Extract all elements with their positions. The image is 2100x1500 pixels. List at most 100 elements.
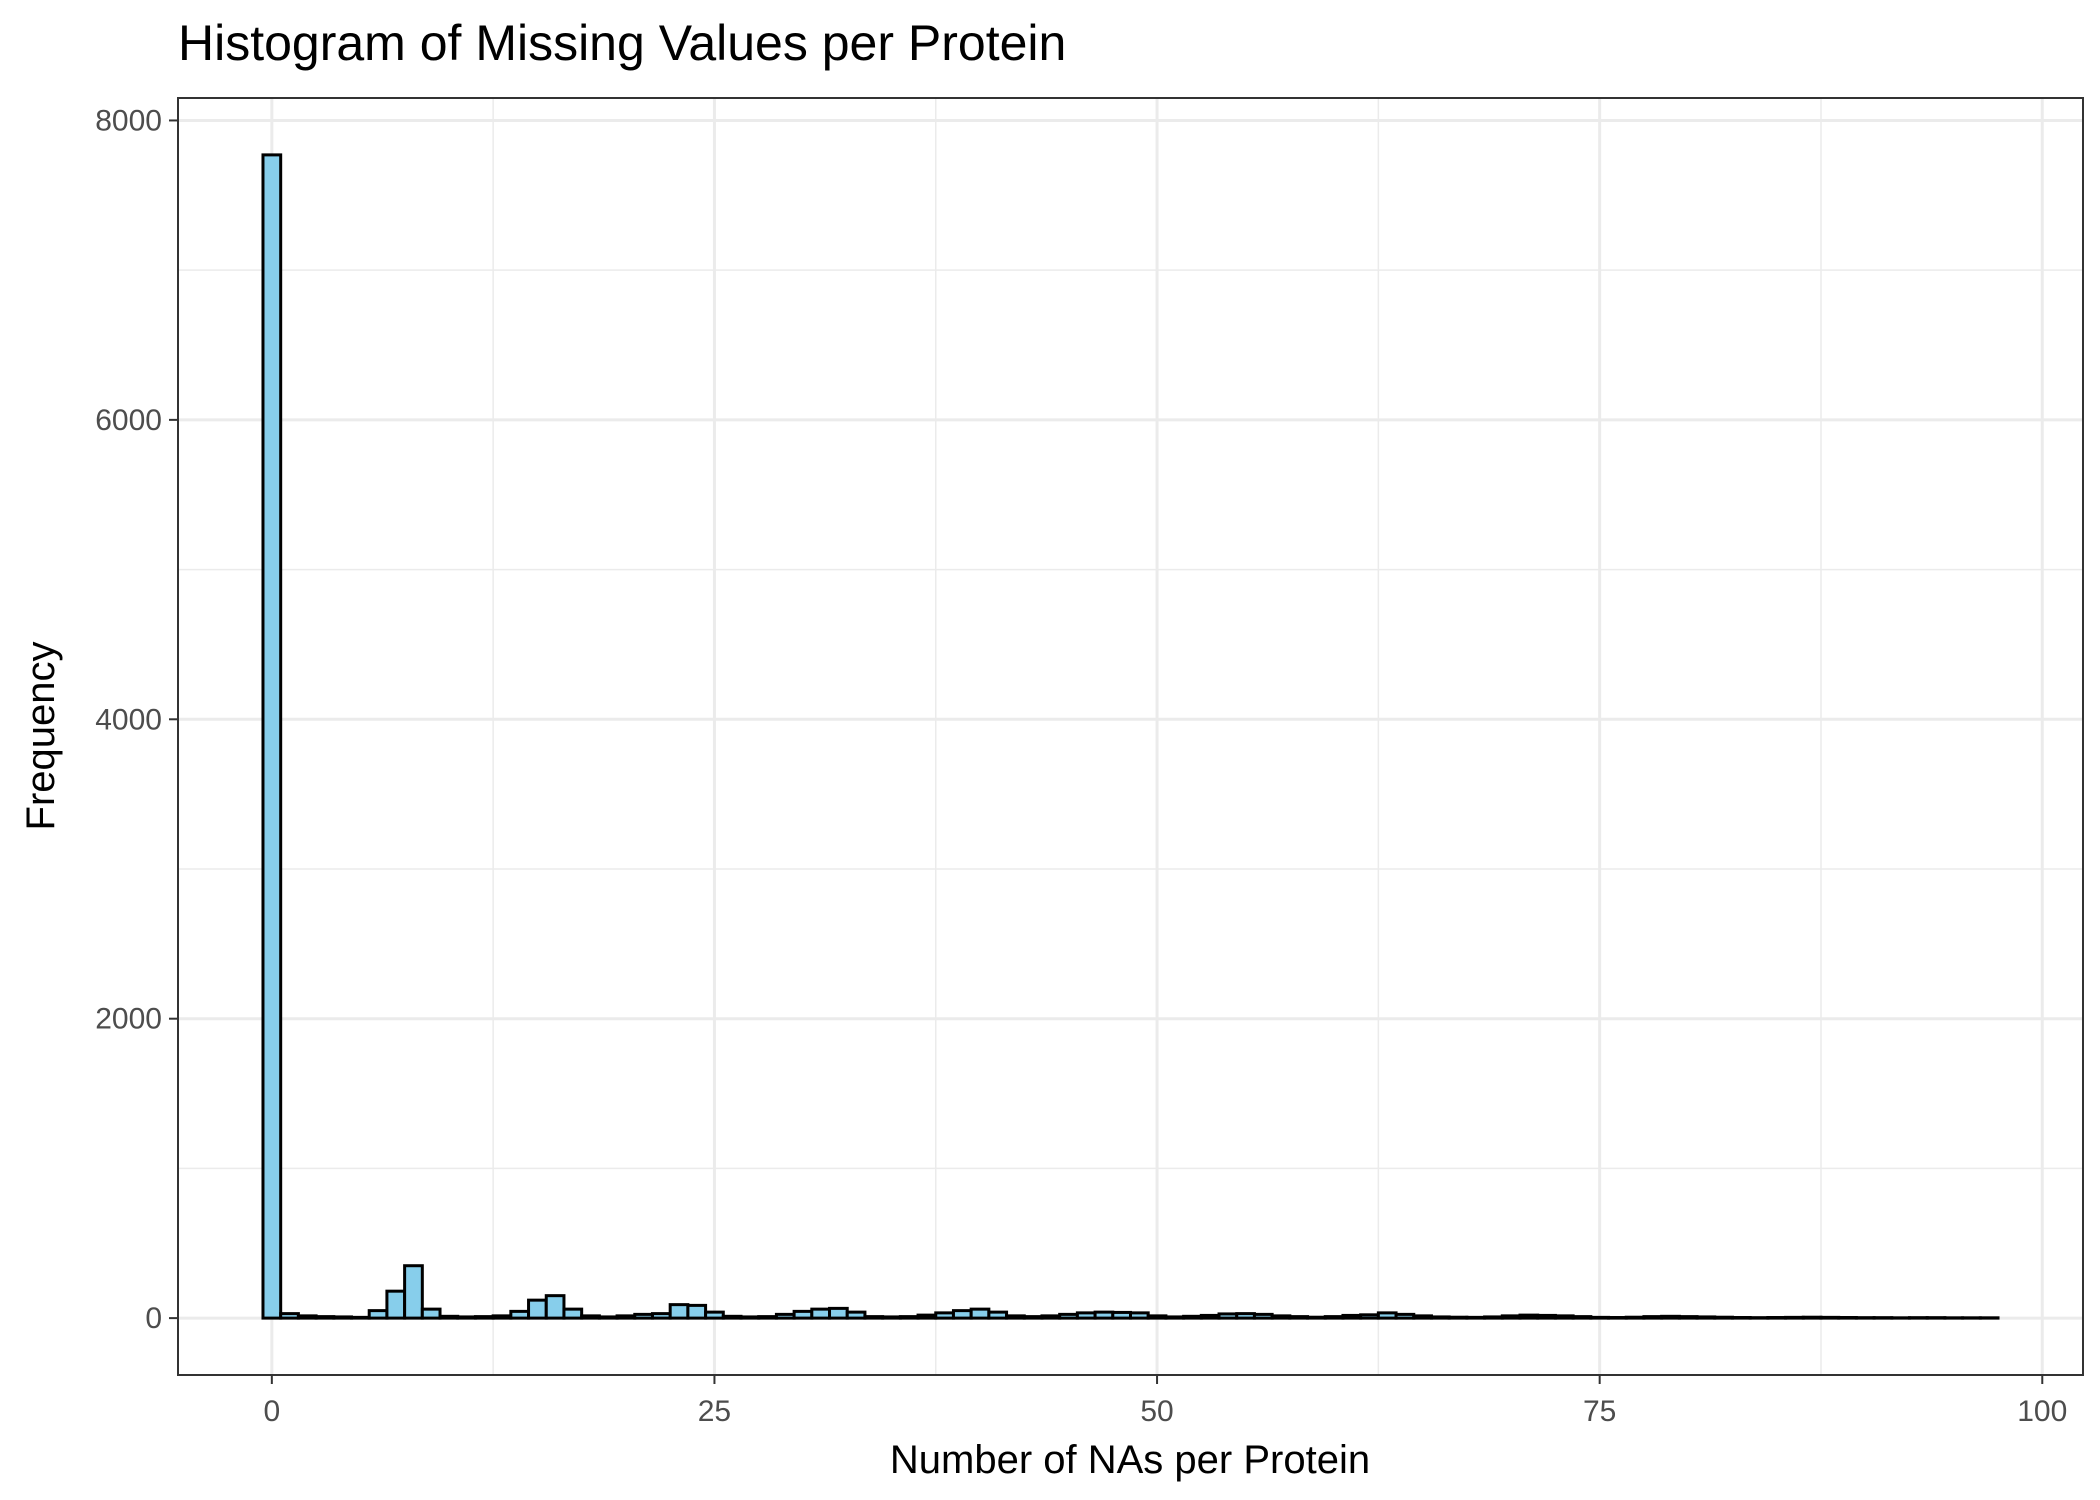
histogram-bar [314, 1315, 336, 1320]
histogram-bar [491, 1314, 513, 1320]
histogram-bar [385, 1289, 407, 1320]
histogram-bar [1801, 1315, 1823, 1320]
histogram-bar [1730, 1316, 1752, 1320]
histogram-bar [721, 1314, 743, 1320]
histogram-bar [739, 1315, 761, 1320]
histogram-bar [1784, 1315, 1805, 1320]
histogram-bar [828, 1306, 849, 1320]
histogram-bar [1677, 1315, 1699, 1320]
histogram-bar [1607, 1316, 1628, 1320]
plot-panel [178, 98, 2083, 1375]
histogram-bar [1058, 1312, 1079, 1320]
histogram-bar [704, 1310, 725, 1320]
histogram-bar [350, 1315, 371, 1320]
histogram-bar [456, 1315, 477, 1320]
histogram-bar [1182, 1314, 1203, 1320]
histogram-bar [562, 1307, 584, 1320]
histogram-bar [650, 1312, 672, 1320]
histogram-bar [509, 1309, 531, 1320]
histogram-bar [1217, 1312, 1239, 1320]
histogram-bar [367, 1309, 389, 1320]
histogram-bar [1075, 1311, 1097, 1320]
histogram-bar [774, 1312, 796, 1320]
x-axis-title: Number of NAs per Protein [890, 1438, 1370, 1482]
histogram-bar [473, 1315, 495, 1320]
histogram-bar [969, 1307, 991, 1320]
y-tick-label: 6000 [95, 404, 162, 437]
histogram-bar [1713, 1315, 1734, 1320]
histogram-bar [1093, 1310, 1115, 1320]
histogram-bar [1571, 1315, 1593, 1320]
y-axis-title: Frequency [19, 642, 63, 831]
x-tick-label: 0 [263, 1395, 280, 1428]
histogram-bar [792, 1309, 814, 1320]
histogram-bar [1483, 1315, 1504, 1320]
histogram-bar [1553, 1314, 1575, 1320]
histogram-bar [615, 1314, 637, 1320]
histogram-bar [1252, 1312, 1274, 1320]
histogram-bar [881, 1315, 902, 1320]
y-tick-label: 0 [145, 1302, 162, 1335]
histogram-bar [1465, 1315, 1487, 1320]
histogram-bar [1040, 1314, 1062, 1320]
histogram-bar [420, 1307, 442, 1320]
histogram-bar [845, 1310, 867, 1320]
histogram-bar [1695, 1315, 1717, 1320]
histogram-bar [1447, 1315, 1469, 1320]
histogram-bar [1518, 1313, 1540, 1320]
histogram-bars [261, 153, 2000, 1320]
x-axis: 0 25 50 75 100 [263, 1375, 2067, 1428]
histogram-bar [1164, 1315, 1186, 1320]
histogram-bar [633, 1312, 654, 1320]
minor-gridlines [178, 98, 2083, 1375]
histogram-bar [1111, 1310, 1132, 1320]
histogram-bar [544, 1294, 566, 1320]
histogram-bar [1323, 1315, 1345, 1320]
histogram-bar [1022, 1315, 1044, 1320]
histogram-bar [1837, 1316, 1858, 1320]
histogram-bar [934, 1311, 955, 1320]
histogram-bar [580, 1314, 601, 1320]
histogram-bar [1288, 1315, 1310, 1320]
x-tick-label: 100 [2017, 1395, 2067, 1428]
histogram-bar [1376, 1311, 1398, 1320]
histogram-bar [332, 1315, 354, 1320]
histogram-bar [1341, 1313, 1363, 1320]
histogram-bar [1270, 1314, 1292, 1320]
plot-panel-border [177, 97, 2084, 1376]
histogram-bar [1199, 1313, 1221, 1320]
histogram-bar [951, 1309, 973, 1320]
histogram-bar [597, 1315, 619, 1320]
histogram-bar [1660, 1314, 1681, 1320]
histogram-bar [757, 1315, 778, 1320]
histogram-bar [1589, 1315, 1611, 1320]
histogram-bar [1642, 1315, 1664, 1320]
histogram-bar [438, 1314, 460, 1320]
histogram-bar [668, 1303, 690, 1320]
y-tick-label: 8000 [95, 104, 162, 137]
histogram-bar [261, 153, 283, 1320]
histogram-bar [1536, 1313, 1557, 1320]
histogram-bar [296, 1314, 318, 1320]
histogram-bar [1819, 1315, 1841, 1320]
y-tick-label: 4000 [95, 703, 162, 736]
histogram-bar [403, 1264, 424, 1320]
histogram-bar [810, 1307, 832, 1320]
histogram-bar [1394, 1312, 1416, 1320]
histogram-bar [1624, 1315, 1646, 1320]
histogram-bar [1429, 1315, 1451, 1320]
histogram-bar [279, 1312, 300, 1320]
histogram-bar [916, 1313, 938, 1320]
histogram-bar [527, 1298, 548, 1320]
histogram-bar [1766, 1316, 1788, 1320]
histogram-bar [1235, 1312, 1256, 1320]
histogram-bar [987, 1310, 1009, 1320]
x-tick-label: 75 [1583, 1395, 1616, 1428]
histogram-bar [1412, 1314, 1433, 1320]
histogram-bar [1500, 1314, 1522, 1320]
chart-title: Histogram of Missing Values per Protein [178, 15, 1066, 71]
histogram-bar [1359, 1313, 1380, 1320]
histogram-bar [1306, 1315, 1327, 1320]
y-axis: 0 2000 4000 6000 8000 [95, 104, 178, 1335]
